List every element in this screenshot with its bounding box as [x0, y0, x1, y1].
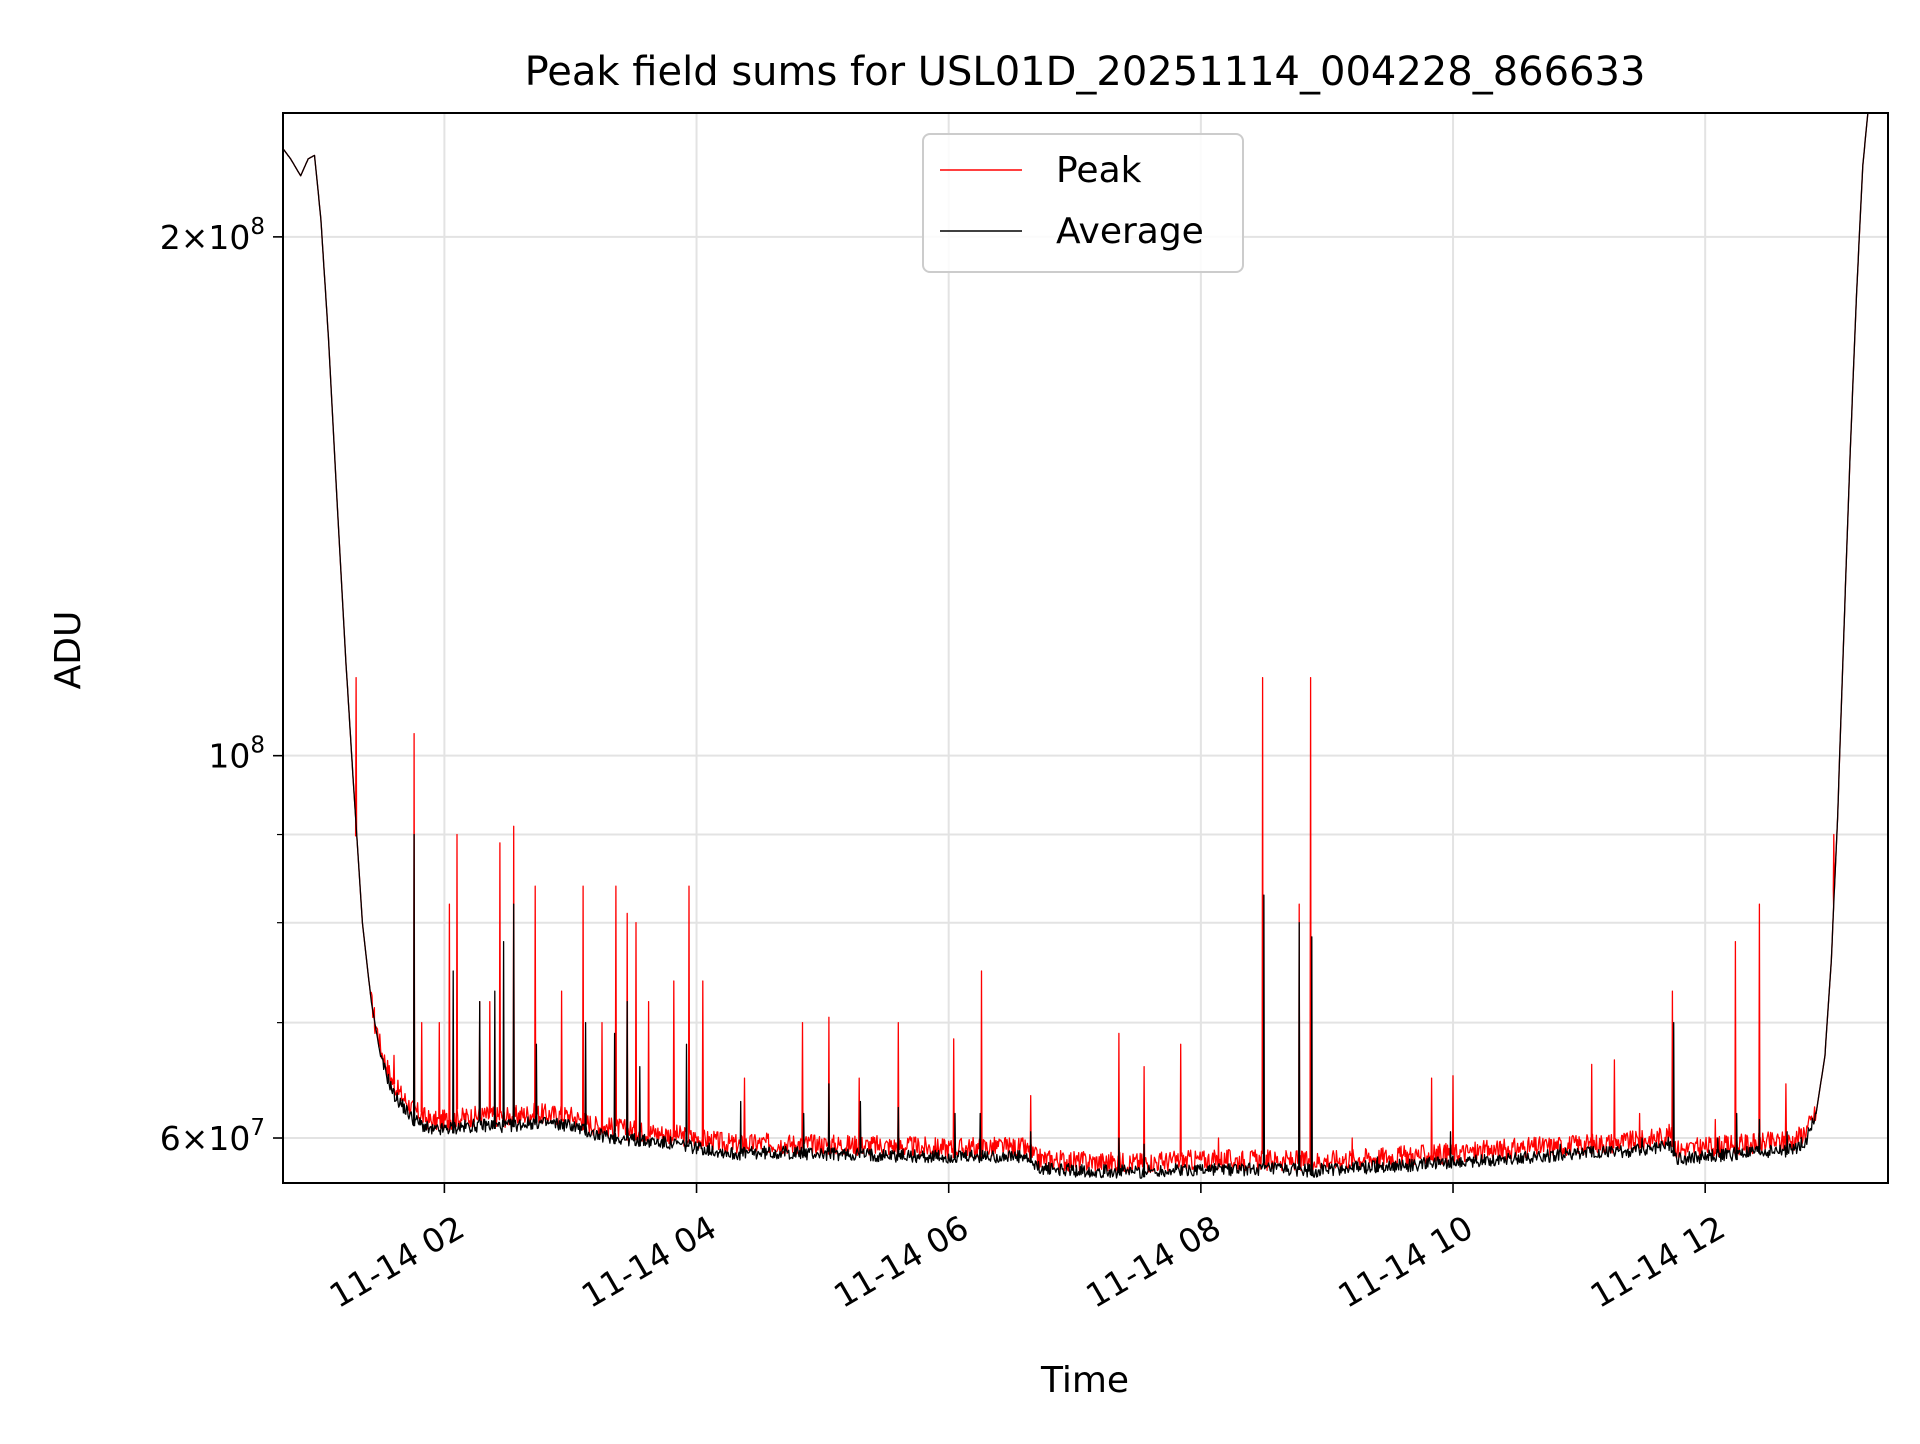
series-line-peak [283, 113, 1869, 1174]
y-tick-label: 6×107 [160, 1115, 265, 1158]
series-layer [283, 113, 1869, 1179]
grid-layer [283, 113, 1888, 1183]
y-axis-label: ADU [48, 611, 89, 690]
plot-area [283, 113, 1869, 1179]
y-tick-label: 2×108 [160, 214, 265, 257]
legend-label-average: Average [1056, 211, 1204, 252]
legend-label-peak: Peak [1056, 150, 1142, 191]
series-line-average [283, 113, 1869, 1179]
plot-frame [282, 112, 1889, 1184]
legend-box [922, 133, 1244, 273]
chart-title: Peak field sums for USL01D_20251114_0042… [525, 49, 1646, 95]
x-axis-label: Time [1040, 1360, 1129, 1401]
y-tick-label: 108 [208, 733, 265, 776]
legend: Peak Average [922, 133, 1244, 273]
